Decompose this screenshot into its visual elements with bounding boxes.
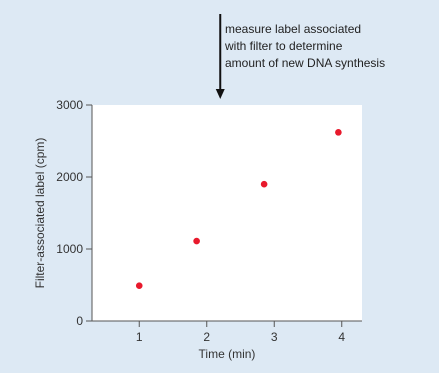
annotation-line-1: measure label associated bbox=[225, 22, 361, 36]
arrow-head bbox=[215, 89, 225, 99]
data-point bbox=[335, 129, 342, 136]
data-point bbox=[260, 180, 268, 188]
x-tick-label: 1 bbox=[136, 330, 143, 344]
annotation-line-3: amount of new DNA synthesis bbox=[225, 56, 385, 70]
data-point bbox=[135, 282, 143, 290]
plot-area bbox=[92, 105, 362, 321]
y-tick-label: 1000 bbox=[56, 242, 83, 256]
data-points bbox=[135, 129, 342, 290]
x-ticks: 1 2 3 4 bbox=[136, 321, 345, 344]
annotation-arrow bbox=[215, 14, 225, 99]
y-tick-label: 0 bbox=[76, 314, 83, 328]
x-tick-label: 2 bbox=[203, 330, 210, 344]
annotation-line-2: with filter to determine bbox=[224, 39, 343, 53]
y-ticks: 0 1000 2000 3000 bbox=[56, 98, 92, 328]
y-tick-label: 2000 bbox=[56, 170, 83, 184]
x-tick-label: 3 bbox=[271, 330, 278, 344]
y-axis-title: Filter-associated label (cpm) bbox=[33, 138, 47, 289]
x-tick-label: 4 bbox=[338, 330, 345, 344]
x-axis-title: Time (min) bbox=[199, 347, 256, 361]
data-point bbox=[193, 237, 200, 245]
y-tick-label: 3000 bbox=[56, 98, 83, 112]
